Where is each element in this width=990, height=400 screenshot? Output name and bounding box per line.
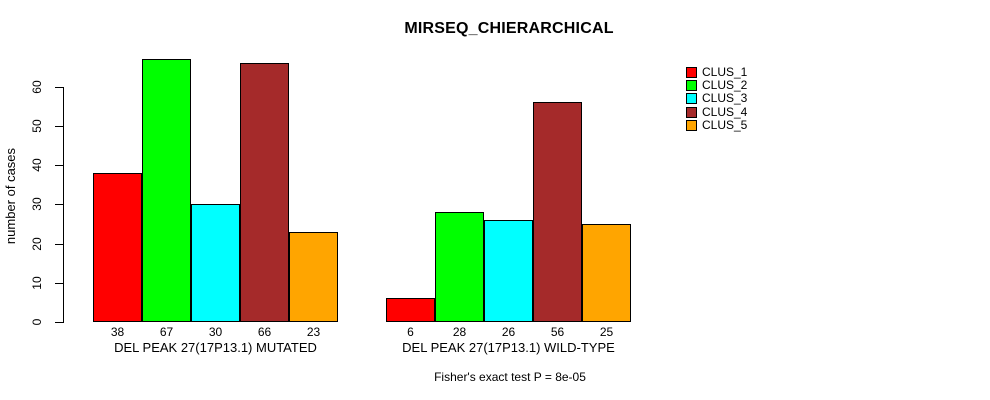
y-tick [55,204,63,205]
bar-value-label: 67 [159,325,174,339]
y-axis-line [63,87,64,323]
legend-swatch [686,93,697,104]
y-tick-label: 40 [30,158,44,172]
y-tick-label: 50 [30,119,44,133]
bar-value-label: 66 [257,325,272,339]
y-tick [55,165,63,166]
legend-swatch [686,67,697,78]
bar [240,63,289,322]
bar-value-label: 23 [306,325,321,339]
bar [93,173,142,322]
legend-label: CLUS_2 [702,78,748,92]
fisher-test-note: Fisher's exact test P = 8e-05 [434,370,586,384]
chart-title: MIRSEQ_CHIERARCHICAL [404,20,614,37]
y-tick-label: 10 [30,276,44,290]
y-tick [55,87,63,88]
bar-value-label: 26 [501,325,516,339]
bar-value-label: 56 [550,325,565,339]
group-label: DEL PEAK 27(17P13.1) MUTATED [114,340,317,355]
bar [191,204,240,322]
y-tick [55,283,63,284]
bar [435,212,484,322]
bar-value-label: 38 [110,325,125,339]
bar-value-label: 25 [599,325,614,339]
y-tick [55,126,63,127]
legend-label: CLUS_1 [702,65,748,79]
bar [289,232,338,322]
legend-label: CLUS_3 [702,91,748,105]
bar [484,220,533,322]
bar [386,298,435,322]
y-tick-label: 0 [30,318,44,326]
y-tick-label: 30 [30,197,44,211]
y-tick [55,322,63,323]
bar-value-label: 6 [407,325,414,339]
legend-label: CLUS_5 [702,118,748,132]
bar [142,59,191,322]
bar-value-label: 30 [208,325,223,339]
y-tick-label: 60 [30,80,44,94]
group-label: DEL PEAK 27(17P13.1) WILD-TYPE [402,340,615,355]
bar-value-label: 28 [452,325,467,339]
legend-swatch [686,120,697,131]
bar [533,102,582,322]
legend-label: CLUS_4 [702,105,748,119]
y-tick [55,244,63,245]
y-tick-label: 20 [30,237,44,251]
legend-swatch [686,107,697,118]
legend-swatch [686,80,697,91]
bar [582,224,631,322]
